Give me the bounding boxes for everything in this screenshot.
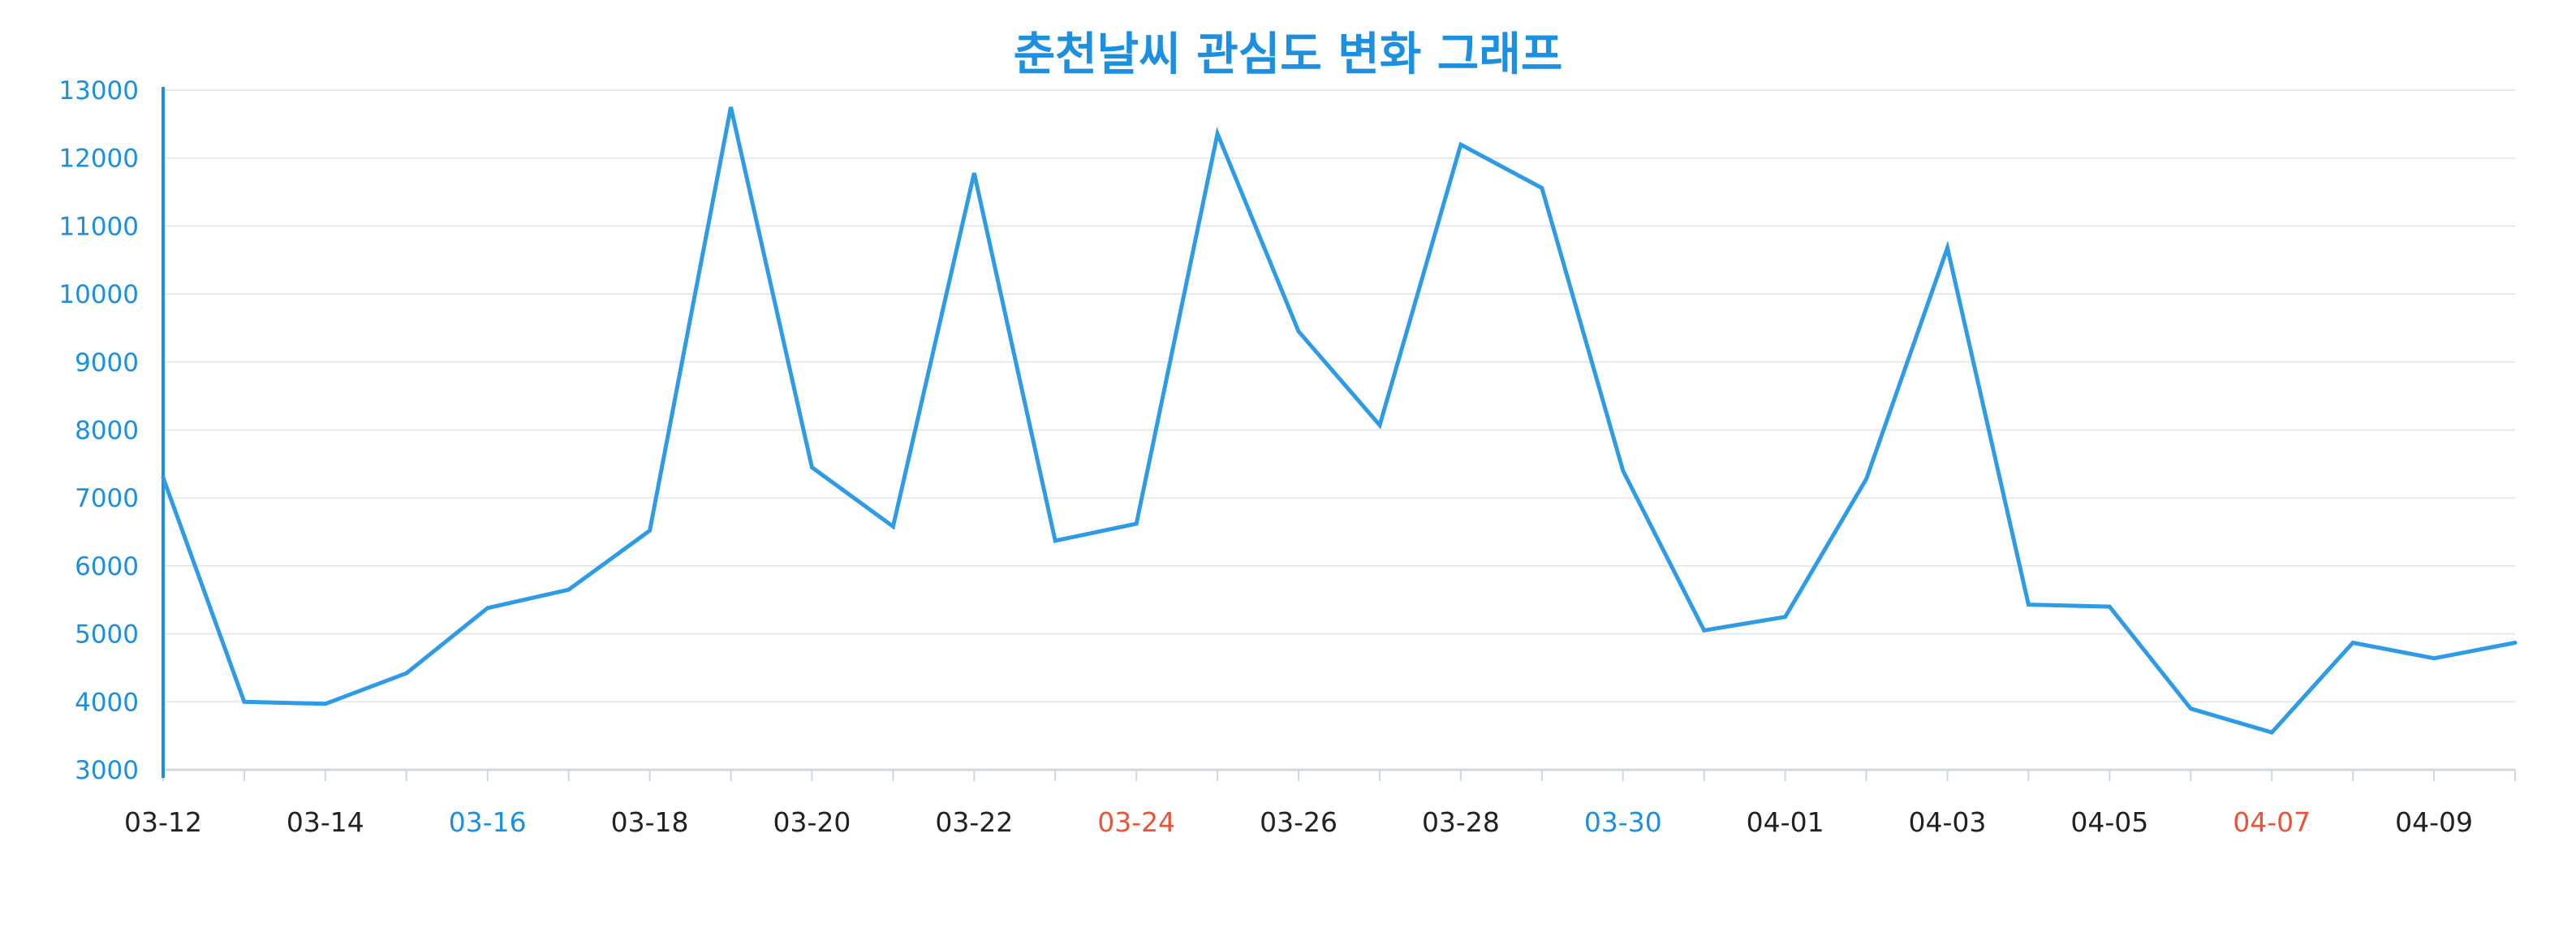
data-point — [242, 699, 247, 704]
y-tick-label: 9000 — [75, 348, 139, 378]
data-point — [890, 524, 895, 529]
data-point — [729, 105, 734, 110]
x-tick-label: 03-30 — [1584, 806, 1662, 838]
x-tick-label: 04-01 — [1747, 806, 1824, 838]
data-point — [1621, 469, 1626, 473]
data-point — [2350, 641, 2355, 646]
data-point — [1540, 186, 1544, 191]
x-tick-label: 03-14 — [286, 806, 364, 838]
data-point — [1945, 245, 1950, 250]
y-tick-label: 12000 — [58, 145, 139, 174]
x-tick-label: 03-24 — [1097, 806, 1175, 838]
x-tick-label: 03-22 — [935, 806, 1013, 838]
data-point — [161, 475, 166, 480]
x-tick-label: 04-09 — [2395, 806, 2473, 838]
data-point — [648, 528, 653, 533]
y-tick-label: 8000 — [75, 417, 139, 446]
y-tick-label: 13000 — [58, 76, 139, 106]
x-tick-label: 04-03 — [1909, 806, 1987, 838]
data-point — [2432, 656, 2436, 661]
data-point — [1783, 615, 1788, 620]
data-point — [2107, 604, 2112, 609]
data-point — [971, 171, 976, 175]
y-tick-label: 3000 — [75, 756, 139, 785]
data-point — [2188, 706, 2193, 711]
data-point — [566, 587, 571, 592]
x-tick-label: 04-05 — [2070, 806, 2148, 838]
chart-title: 춘천날씨 관심도 변화 그래프 — [1013, 28, 1563, 81]
data-point — [2026, 603, 2031, 607]
data-point — [1296, 329, 1301, 334]
y-tick-label: 10000 — [58, 280, 139, 309]
x-tick-label: 03-16 — [449, 806, 527, 838]
data-point — [1053, 538, 1058, 543]
data-point — [1702, 628, 1707, 633]
y-tick-label: 5000 — [75, 620, 139, 650]
data-point — [2269, 730, 2274, 735]
data-point — [2513, 641, 2518, 646]
x-tick-label: 03-26 — [1260, 806, 1338, 838]
data-point — [1134, 521, 1139, 526]
x-tick-label: 03-20 — [773, 806, 851, 838]
data-point — [809, 465, 814, 470]
data-point — [1864, 477, 1869, 482]
x-tick-label: 03-28 — [1422, 806, 1500, 838]
series-line-0 — [161, 106, 2518, 735]
data-point — [1215, 132, 1220, 136]
data-point — [323, 702, 328, 706]
data-point — [404, 671, 409, 676]
y-tick-label: 6000 — [75, 552, 139, 581]
data-point — [1377, 423, 1382, 428]
y-tick-label: 7000 — [75, 484, 139, 513]
data-point — [485, 606, 490, 611]
x-tick-label: 04-07 — [2233, 806, 2311, 838]
x-tick-label: 03-18 — [611, 806, 689, 838]
x-tick-label: 03-12 — [124, 806, 202, 838]
y-tick-label: 11000 — [58, 212, 139, 241]
y-tick-label: 4000 — [75, 688, 139, 717]
data-point — [1458, 142, 1463, 147]
